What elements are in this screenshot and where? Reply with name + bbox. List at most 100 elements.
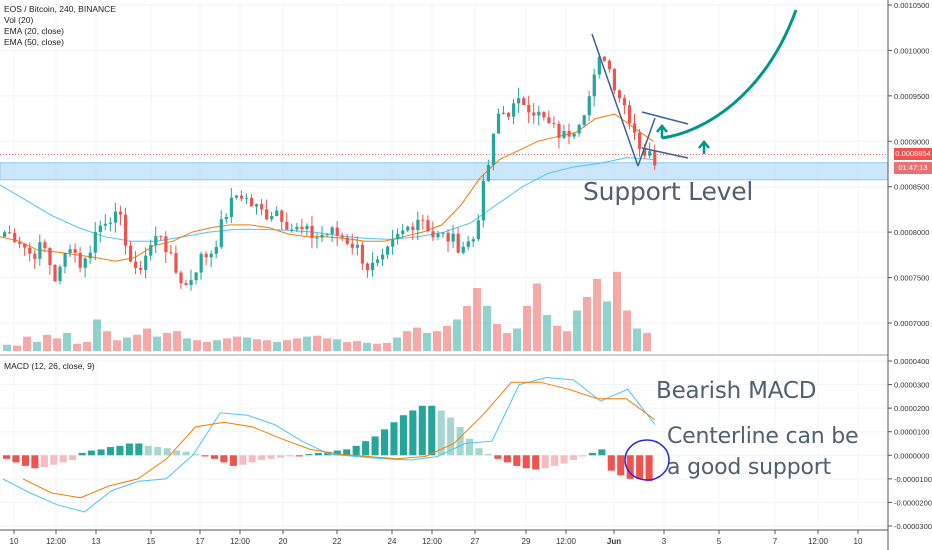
- projection-curve[interactable]: [661, 9, 798, 140]
- candle-body: [229, 197, 233, 218]
- volume-bar: [133, 334, 141, 351]
- wedge-upper-line[interactable]: [641, 111, 689, 125]
- bearish-macd-label: Bearish MACD: [656, 378, 817, 404]
- price-tick-label: 0.0007000: [894, 319, 929, 328]
- candle-body: [537, 111, 541, 116]
- candle-body: [164, 236, 168, 253]
- candle-body: [446, 232, 450, 242]
- candle-body: [18, 241, 22, 244]
- time-tick-label: 20: [279, 537, 288, 546]
- candle-body: [436, 233, 440, 238]
- candle-body: [486, 165, 491, 181]
- macd-histogram-bar: [418, 405, 426, 456]
- candle-body: [451, 233, 455, 242]
- macd-histogram-bar: [3, 455, 11, 459]
- candle-body: [572, 133, 576, 137]
- symbol-title[interactable]: EOS / Bitcoin, 240, BINANCE: [4, 4, 116, 14]
- macd-histogram-bar: [428, 405, 436, 456]
- macd-histogram-bar: [125, 443, 133, 456]
- candle-body: [476, 220, 480, 240]
- macd-title[interactable]: MACD (12, 26, close, 9): [4, 361, 95, 371]
- volume-bar: [403, 331, 411, 351]
- candle-body: [607, 60, 611, 70]
- macd-legend[interactable]: MACD (12, 26, close, 9): [4, 361, 95, 372]
- macd-histogram-bar: [21, 455, 29, 466]
- macd-histogram-bar: [59, 455, 67, 463]
- volume-bar: [433, 331, 441, 351]
- macd-histogram-bar: [447, 417, 455, 456]
- macd-histogram-bar: [97, 449, 105, 456]
- macd-histogram-bar: [503, 455, 511, 463]
- candle-body: [48, 247, 52, 265]
- macd-histogram-bar: [362, 441, 370, 456]
- candle-body: [209, 253, 213, 258]
- candle-body: [43, 242, 47, 248]
- macd-histogram-bar: [239, 455, 247, 465]
- volume-bar: [533, 283, 541, 351]
- trendline-up[interactable]: [637, 117, 656, 167]
- macd-histogram-bar: [645, 455, 653, 482]
- price-tick-label: 0.0009000: [894, 137, 929, 146]
- time-axis[interactable]: 10 12:00 13 15 17 12:00 20 22 24 12:00 27 29 12:00 Ju…: [10, 530, 863, 546]
- volume-bar: [83, 342, 91, 351]
- volume-bar: [613, 271, 621, 351]
- candle-body: [23, 243, 27, 248]
- candle-body: [375, 259, 380, 263]
- ema-50-line: [0, 157, 654, 242]
- candle-body: [643, 148, 647, 156]
- candle-body: [290, 229, 294, 231]
- volume-bar: [243, 337, 251, 351]
- candle-body: [265, 209, 269, 220]
- legend-ema-20[interactable]: EMA (20, close): [4, 26, 64, 36]
- macd-histogram-bar: [210, 455, 218, 459]
- price-axis[interactable]: 0.0010500 0.0010000 0.0009500 0.0009000 0.00…: [888, 1, 929, 328]
- centerline-label-line1: Centerline can be: [667, 424, 859, 449]
- volume-bar: [463, 306, 471, 351]
- macd-tick-label: 0.0000400: [894, 357, 929, 366]
- candle-body: [8, 232, 12, 234]
- candle-body: [431, 231, 435, 238]
- time-tick-label: 10: [10, 537, 19, 546]
- macd-histogram-bar: [409, 410, 417, 456]
- macd-tick-label: 0.0000000: [894, 451, 929, 460]
- candle-body: [108, 222, 113, 224]
- support-zone[interactable]: [0, 162, 889, 181]
- candle-body: [93, 232, 97, 253]
- macd-tick-label: -0.0000200: [894, 498, 932, 507]
- wedge-lower-line[interactable]: [641, 147, 689, 159]
- volume-bar: [13, 345, 21, 351]
- macd-axis[interactable]: 0.0000400 0.0000300 0.0000200 0.0000100 0.00…: [888, 357, 932, 531]
- candle-body: [118, 211, 123, 215]
- volume-bar: [63, 333, 71, 351]
- candle-body: [592, 74, 596, 97]
- volume-bar: [523, 306, 531, 351]
- macd-histogram-bar: [50, 455, 58, 465]
- drawings[interactable]: [591, 9, 798, 167]
- candle-body: [627, 105, 632, 124]
- candle-body: [275, 210, 279, 217]
- candle-body: [224, 217, 228, 220]
- macd-histogram-bar: [626, 455, 634, 479]
- macd-histogram-bar: [541, 455, 549, 469]
- macd-histogram-bar: [305, 454, 313, 456]
- macd-histogram-bar: [220, 455, 228, 463]
- last-price-tag: 0.0008854: [894, 148, 932, 160]
- legend-ema-50[interactable]: EMA (50, close): [4, 37, 64, 47]
- candle-body: [456, 233, 460, 253]
- candle-body: [315, 237, 319, 239]
- candle-body: [28, 247, 32, 254]
- macd-tick-label: 0.0000100: [894, 428, 929, 437]
- trendline-down[interactable]: [591, 33, 639, 167]
- up-arrow-icon[interactable]: [656, 124, 668, 138]
- macd-histogram-bar: [106, 447, 115, 456]
- candle-body: [320, 234, 324, 238]
- volume-bar: [393, 337, 401, 351]
- candle-body: [98, 225, 102, 233]
- macd-histogram-bar: [371, 436, 379, 456]
- volume-bar: [93, 319, 101, 351]
- up-arrow-icon[interactable]: [698, 140, 710, 154]
- macd-histogram-bar: [475, 448, 483, 456]
- legend-volume[interactable]: Vol (20): [4, 15, 34, 25]
- macd-histogram-bar: [560, 455, 568, 464]
